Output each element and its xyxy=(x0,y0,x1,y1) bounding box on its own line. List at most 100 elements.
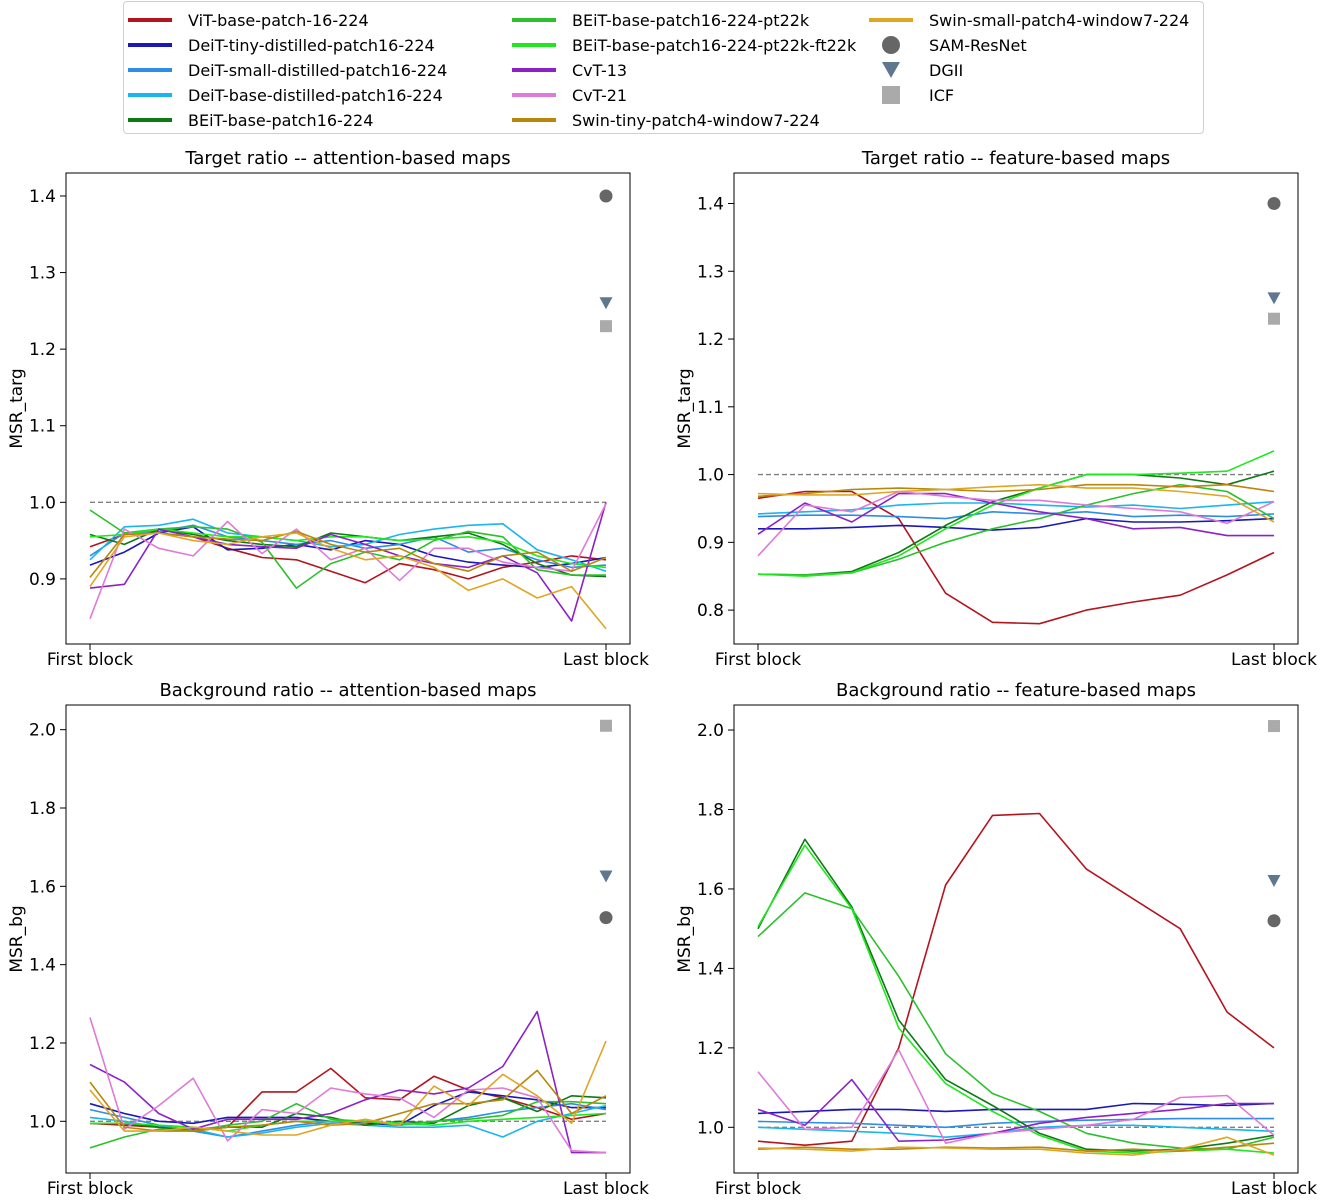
legend-item: SAM-ResNet xyxy=(869,34,1027,56)
y-tick-label: 1.4 xyxy=(29,956,56,976)
y-tick-label: 0.9 xyxy=(697,533,724,553)
x-tick-label: Last block xyxy=(563,1179,649,1199)
y-tick-label: 1.1 xyxy=(29,417,56,437)
legend-item: CvT-21 xyxy=(512,84,627,106)
icf-marker xyxy=(1268,312,1280,325)
legend-line-swatch xyxy=(512,18,556,22)
legend-label: SAM-ResNet xyxy=(929,35,1027,55)
y-tick-label: 2.0 xyxy=(697,721,724,741)
legend-line-swatch xyxy=(128,43,172,47)
legend-label: CvT-13 xyxy=(572,60,628,80)
series-line xyxy=(757,1117,1274,1129)
series-line xyxy=(757,1049,1275,1144)
y-tick-label: 1.8 xyxy=(29,799,56,819)
sam-resnet-marker xyxy=(599,189,613,203)
series-line xyxy=(757,812,1275,1146)
legend-line-swatch xyxy=(128,68,172,72)
y-tick-label: 1.3 xyxy=(29,264,56,284)
y-axis-label: MSR_bg xyxy=(7,905,27,972)
y-tick-label: 1.6 xyxy=(29,877,56,897)
series-line xyxy=(89,518,607,572)
series-line xyxy=(757,1142,1275,1152)
series-line xyxy=(757,1078,1274,1142)
plot-frame xyxy=(733,172,1299,645)
legend-line-swatch xyxy=(128,93,172,97)
dgii-marker xyxy=(599,870,613,883)
y-tick-label: 1.4 xyxy=(697,194,724,214)
y-axis-label: MSR_bg xyxy=(675,905,695,972)
legend-label: BEiT-base-patch16-224-pt22k xyxy=(572,10,810,30)
series-line xyxy=(89,1017,607,1154)
y-tick-label: 0.8 xyxy=(697,601,724,621)
sam-resnet-marker xyxy=(1267,196,1281,210)
legend-label: BEiT-base-patch16-224-pt22k-ft22k xyxy=(572,35,857,55)
sam-resnet-marker xyxy=(1267,914,1281,928)
y-tick-label: 1.3 xyxy=(697,262,724,282)
sam-resnet-marker xyxy=(599,911,613,925)
y-tick-label: 1.2 xyxy=(29,1034,56,1054)
y-tick-label: 1.2 xyxy=(697,1039,724,1059)
icf-marker xyxy=(600,719,612,732)
legend-label: BEiT-base-patch16-224 xyxy=(188,110,374,130)
x-tick-label: Last block xyxy=(1231,1179,1317,1199)
y-axis-label: MSR_targ xyxy=(7,368,27,448)
series-line xyxy=(89,1040,607,1136)
legend-line-swatch xyxy=(128,118,172,122)
y-tick-label: 1.0 xyxy=(29,493,56,513)
legend-item: Swin-tiny-patch4-window7-224 xyxy=(512,109,820,131)
legend-label: CvT-21 xyxy=(572,85,628,105)
chart-title: Background ratio -- attention-based maps xyxy=(159,680,536,701)
y-axis-label: MSR_targ xyxy=(675,368,695,448)
legend-label: Swin-small-patch4-window7-224 xyxy=(929,10,1190,30)
y-tick-label: 1.0 xyxy=(29,1112,56,1132)
y-tick-label: 0.9 xyxy=(29,570,56,590)
plot-frame xyxy=(65,172,631,645)
legend-item: Swin-small-patch4-window7-224 xyxy=(869,9,1189,31)
y-tick-label: 1.0 xyxy=(697,466,724,486)
x-tick-label: First block xyxy=(47,650,133,670)
legend-circle-marker xyxy=(869,34,913,56)
y-tick-label: 1.8 xyxy=(697,800,724,820)
series-line xyxy=(758,517,1275,531)
legend-item: BEiT-base-patch16-224-pt22k xyxy=(512,9,809,31)
icf-marker xyxy=(600,320,612,333)
x-tick-label: First block xyxy=(715,1179,801,1199)
series-line xyxy=(757,1136,1275,1156)
dgii-marker xyxy=(1267,874,1281,887)
series-line xyxy=(757,492,1274,537)
legend-label: Swin-tiny-patch4-window7-224 xyxy=(572,110,820,130)
x-tick-label: Last block xyxy=(1231,650,1317,670)
legend-label: DeiT-small-distilled-patch16-224 xyxy=(188,60,448,80)
legend-item: BEiT-base-patch16-224-pt22k-ft22k xyxy=(512,34,856,56)
legend-label: DeiT-tiny-distilled-patch16-224 xyxy=(188,35,435,55)
series-line xyxy=(89,532,607,630)
chart-title: Background ratio -- feature-based maps xyxy=(836,680,1196,701)
series-line xyxy=(89,1100,607,1149)
legend-label: ViT-base-patch-16-224 xyxy=(188,10,369,30)
legend: ViT-base-patch-16-224 DeiT-tiny-distilled… xyxy=(123,1,1204,134)
chart-title: Target ratio -- attention-based maps xyxy=(184,148,510,169)
y-tick-label: 1.2 xyxy=(29,340,56,360)
chart-title: Target ratio -- feature-based maps xyxy=(861,148,1170,169)
y-tick-label: 1.6 xyxy=(697,880,724,900)
legend-line-swatch xyxy=(869,18,913,22)
legend-line-swatch xyxy=(512,68,556,72)
series-line xyxy=(757,490,1275,557)
y-tick-label: 2.0 xyxy=(29,721,56,741)
series-line xyxy=(757,450,1275,578)
series-line xyxy=(757,510,1275,520)
icf-marker xyxy=(1268,720,1280,733)
series-line xyxy=(89,530,607,578)
dgii-marker xyxy=(599,297,613,310)
series-line xyxy=(90,1112,607,1132)
legend-item: DeiT-small-distilled-patch16-224 xyxy=(128,59,447,81)
y-tick-label: 1.4 xyxy=(697,959,724,979)
legend-item: BEiT-base-patch16-224 xyxy=(128,109,373,131)
series-line xyxy=(757,483,1275,523)
legend-square-marker xyxy=(869,84,913,106)
y-tick-label: 1.1 xyxy=(697,398,724,418)
series-line xyxy=(757,892,1275,1150)
x-tick-label: First block xyxy=(47,1179,133,1199)
legend-item: ViT-base-patch-16-224 xyxy=(128,9,369,31)
series-line xyxy=(757,1102,1275,1115)
